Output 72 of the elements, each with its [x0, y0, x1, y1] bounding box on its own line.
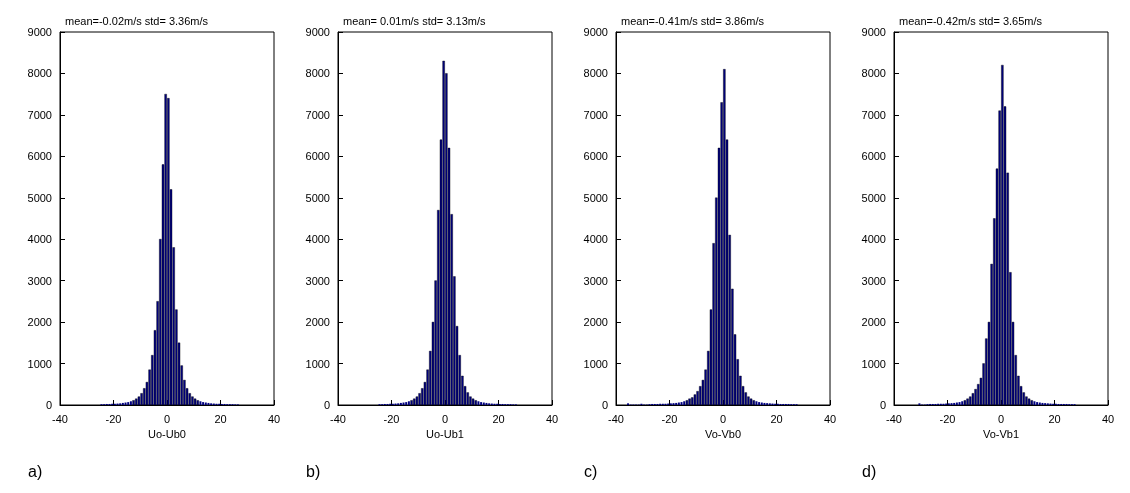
x-tick-label: -40 [330, 412, 346, 425]
x-tick-label: 40 [823, 412, 837, 425]
text: c) [584, 462, 598, 480]
x-tick-label: -40 [52, 412, 68, 425]
x-tick-label: -20 [383, 412, 400, 425]
x-axis-title: Uo-Ub1 [426, 428, 464, 441]
x-tick-label: 40 [1101, 412, 1115, 425]
text: a) [28, 462, 43, 480]
y-tick-label: 9000 [305, 26, 330, 38]
chart-title: mean=-0.02m/s std= 3.36m/s [65, 14, 209, 27]
x-tick-label: 40 [545, 412, 559, 425]
y-tick-label: 3000 [861, 274, 886, 287]
chart-title: mean=-0.42m/s std= 3.65m/s [899, 14, 1043, 27]
x-tick-label: 0 [441, 412, 449, 425]
y-tick-label: 4000 [861, 233, 886, 246]
y-tick-label: 5000 [27, 191, 52, 204]
y-tick-label: 1000 [305, 357, 330, 370]
x-tick-label: -20 [939, 412, 956, 425]
text: d) [862, 462, 877, 480]
y-tick-label: 2000 [27, 316, 52, 329]
x-axis-title: Vo-Vb0 [704, 428, 742, 441]
x-tick-label: -40 [608, 412, 624, 425]
y-tick-label: 6000 [305, 150, 330, 163]
x-tick-label: -20 [661, 412, 678, 425]
x-tick-label: 20 [1048, 412, 1061, 425]
y-tick-label: 4000 [305, 233, 330, 246]
y-tick-label: 1000 [27, 357, 52, 370]
y-tick-label: 7000 [861, 108, 886, 121]
x-tick-label: 0 [719, 412, 727, 425]
y-tick-label: 8000 [583, 67, 608, 80]
y-tick-label: 8000 [305, 67, 330, 80]
y-tick-label: 2000 [861, 316, 886, 329]
y-tick-label: 5000 [305, 191, 330, 204]
y-tick-label: 5000 [583, 191, 608, 204]
x-tick-label: -40 [886, 412, 902, 425]
text: b) [306, 462, 321, 480]
chart-title: mean= 0.01m/s std= 3.13m/s [343, 14, 486, 27]
x-tick-label: -20 [105, 412, 122, 425]
y-tick-label: 0 [323, 399, 330, 411]
y-tick-label: 6000 [583, 150, 608, 163]
y-tick-label: 8000 [27, 67, 52, 80]
x-tick-label: 20 [492, 412, 505, 425]
x-axis-title: Uo-Ub0 [148, 428, 186, 441]
y-tick-label: 7000 [583, 108, 608, 121]
y-tick-label: 9000 [27, 26, 52, 38]
y-tick-label: 4000 [27, 233, 52, 246]
y-tick-label: 0 [45, 399, 52, 411]
y-tick-label: 2000 [583, 316, 608, 329]
y-tick-label: 4000 [583, 233, 608, 246]
chart-title: mean=-0.41m/s std= 3.86m/s [621, 14, 765, 27]
y-tick-label: 8000 [861, 67, 886, 80]
x-tick-label: 20 [770, 412, 783, 425]
y-tick-label: 1000 [861, 357, 886, 370]
x-tick-label: 40 [267, 412, 281, 425]
y-tick-label: 3000 [305, 274, 330, 287]
y-tick-label: 6000 [861, 150, 886, 163]
y-tick-label: 1000 [583, 357, 608, 370]
y-tick-label: 3000 [583, 274, 608, 287]
x-tick-label: 20 [214, 412, 227, 425]
y-tick-label: 6000 [27, 150, 52, 163]
y-tick-label: 5000 [861, 191, 886, 204]
y-tick-label: 7000 [305, 108, 330, 121]
x-tick-label: 0 [997, 412, 1005, 425]
y-tick-label: 9000 [583, 26, 608, 38]
y-tick-label: 0 [879, 399, 886, 411]
y-tick-label: 9000 [861, 26, 886, 38]
y-tick-label: 0 [601, 399, 608, 411]
y-tick-label: 2000 [305, 316, 330, 329]
x-axis-title: Vo-Vb1 [982, 428, 1020, 441]
x-tick-label: 0 [163, 412, 171, 425]
y-tick-label: 3000 [27, 274, 52, 287]
y-tick-label: 7000 [27, 108, 52, 121]
